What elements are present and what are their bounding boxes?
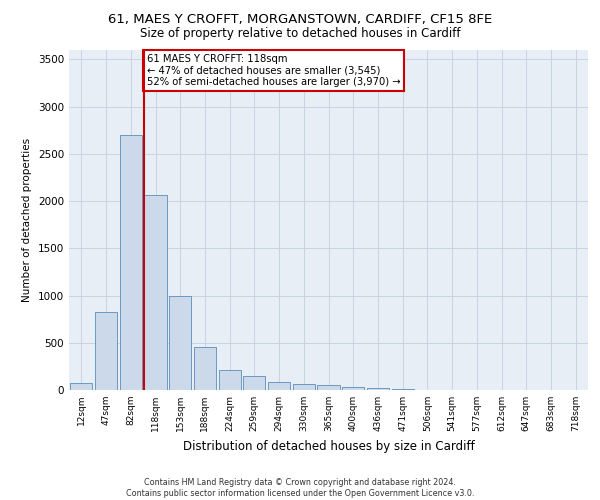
Bar	[367, 388, 389, 390]
Text: 61 MAES Y CROFFT: 118sqm
← 47% of detached houses are smaller (3,545)
52% of sem: 61 MAES Y CROFFT: 118sqm ← 47% of detach…	[147, 54, 400, 87]
Bar	[243, 376, 265, 390]
Bar	[70, 383, 92, 390]
Bar	[145, 196, 167, 390]
Y-axis label: Number of detached properties: Number of detached properties	[22, 138, 32, 302]
Bar	[268, 382, 290, 390]
Bar	[169, 296, 191, 390]
X-axis label: Distribution of detached houses by size in Cardiff: Distribution of detached houses by size …	[182, 440, 475, 452]
Text: Size of property relative to detached houses in Cardiff: Size of property relative to detached ho…	[140, 28, 460, 40]
Bar	[119, 135, 142, 390]
Bar	[194, 347, 216, 390]
Text: 61, MAES Y CROFFT, MORGANSTOWN, CARDIFF, CF15 8FE: 61, MAES Y CROFFT, MORGANSTOWN, CARDIFF,…	[108, 12, 492, 26]
Bar	[317, 386, 340, 390]
Text: Contains HM Land Registry data © Crown copyright and database right 2024.
Contai: Contains HM Land Registry data © Crown c…	[126, 478, 474, 498]
Bar	[342, 386, 364, 390]
Bar	[293, 384, 315, 390]
Bar	[95, 312, 117, 390]
Bar	[218, 370, 241, 390]
Bar	[392, 389, 414, 390]
